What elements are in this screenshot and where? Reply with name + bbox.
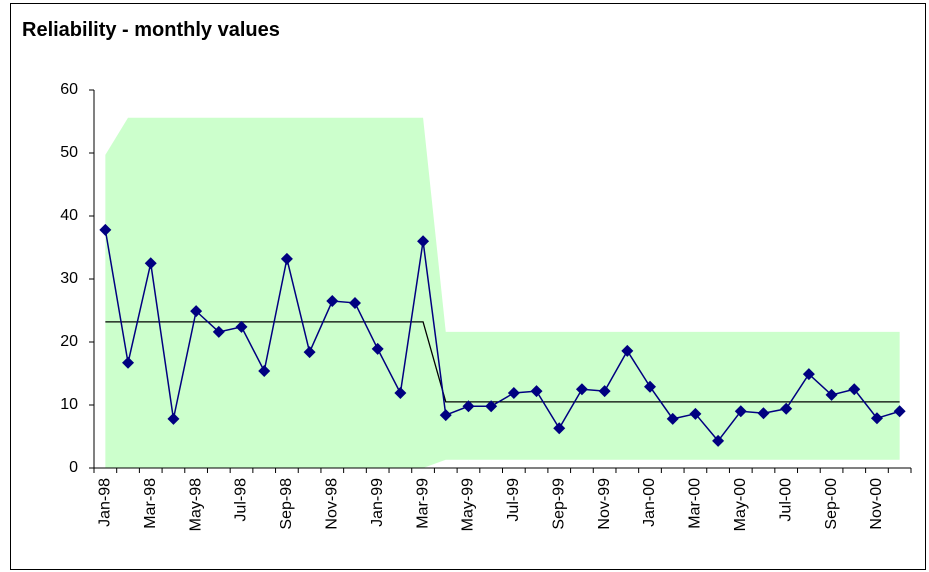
x-tick-label: Nov-98 xyxy=(324,478,341,530)
y-tick-label: 10 xyxy=(60,396,78,413)
data-point xyxy=(598,385,611,398)
data-point xyxy=(212,325,225,338)
x-tick-label: Jan-99 xyxy=(369,478,386,527)
data-point xyxy=(757,407,770,420)
data-point xyxy=(802,368,815,381)
data-point xyxy=(893,405,906,418)
x-tick-label: May-00 xyxy=(732,478,749,531)
data-point xyxy=(825,388,838,401)
data-point xyxy=(439,409,452,422)
data-point xyxy=(666,412,679,425)
data-point xyxy=(621,344,634,357)
x-tick-label: May-99 xyxy=(460,478,477,531)
data-point xyxy=(417,235,430,248)
y-tick-label: 50 xyxy=(60,144,78,161)
data-point xyxy=(870,412,883,425)
x-tick-label: Jan-98 xyxy=(97,478,114,527)
x-tick-label: Sep-99 xyxy=(550,478,567,530)
data-point xyxy=(462,400,475,413)
x-tick-label: Mar-00 xyxy=(687,478,704,529)
y-tick-label: 40 xyxy=(60,207,78,224)
x-tick-label: Jan-00 xyxy=(641,478,658,527)
data-point xyxy=(485,400,498,413)
data-point xyxy=(553,422,566,435)
data-point xyxy=(167,412,180,425)
data-point xyxy=(326,295,339,308)
data-point xyxy=(644,380,657,393)
data-point xyxy=(258,364,271,377)
x-tick-label: Jul-98 xyxy=(233,478,250,522)
center-line xyxy=(105,321,900,403)
data-point xyxy=(348,296,361,309)
data-point xyxy=(575,383,588,396)
data-point xyxy=(99,223,112,236)
data-point xyxy=(235,320,248,333)
data-point xyxy=(780,402,793,415)
data-point xyxy=(371,342,384,355)
data-point xyxy=(303,346,316,359)
data-point xyxy=(122,356,135,369)
x-tick-label: Nov-99 xyxy=(596,478,613,530)
x-tick-label: Mar-98 xyxy=(142,478,159,529)
data-point xyxy=(190,305,203,318)
data-point xyxy=(530,385,543,398)
y-tick-label: 60 xyxy=(60,81,78,98)
control-band xyxy=(105,117,900,468)
y-tick-label: 30 xyxy=(60,270,78,287)
data-point xyxy=(280,252,293,265)
x-tick-label: May-98 xyxy=(187,478,204,531)
data-point xyxy=(848,383,861,396)
x-tick-label: Mar-99 xyxy=(414,478,431,529)
chart-title: Reliability - monthly values xyxy=(22,19,280,41)
data-point xyxy=(689,407,702,420)
x-tick-label: Jul-99 xyxy=(505,478,522,522)
data-point xyxy=(734,405,747,418)
data-point xyxy=(144,257,157,270)
data-point xyxy=(507,387,520,400)
x-tick-label: Nov-00 xyxy=(868,478,885,530)
y-tick-label: 20 xyxy=(60,333,78,350)
data-point xyxy=(712,434,725,447)
x-tick-label: Sep-98 xyxy=(278,478,295,530)
x-tick-label: Jul-00 xyxy=(777,478,794,522)
data-point xyxy=(394,387,407,400)
y-tick-label: 0 xyxy=(69,459,78,476)
x-tick-label: Sep-00 xyxy=(823,478,840,530)
